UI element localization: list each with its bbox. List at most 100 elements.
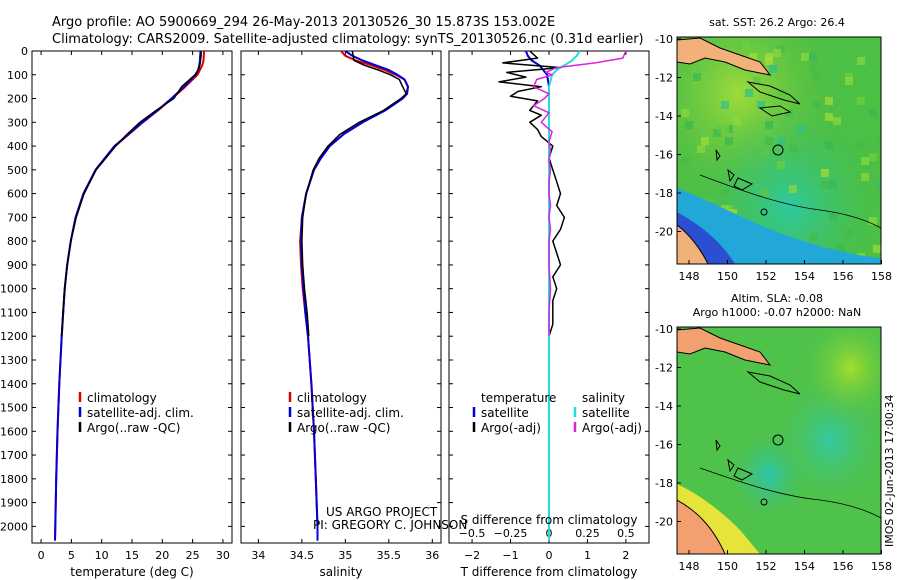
depth-tick-label: 600 (7, 188, 28, 201)
depth-tick-label: 1700 (0, 449, 28, 462)
x-tick-label: 20 (155, 549, 169, 562)
figure-title-line1: Argo profile: AO 5900669_294 26-May-2013… (52, 15, 555, 30)
sla-map-title2: Argo h1000: -0.07 h2000: NaN (693, 306, 862, 319)
sst-map-frame (676, 36, 882, 265)
series-line-argo-raw-qc- (301, 50, 407, 337)
depth-tick-label: 200 (7, 93, 28, 106)
depth-tick-label: 900 (7, 259, 28, 272)
map-lat-tick-label: -14 (655, 110, 673, 123)
map-lat-tick-label: -10 (655, 33, 673, 46)
series-line-climatology (54, 50, 206, 541)
map-lat-tick-label: -10 (655, 323, 673, 336)
legend-entry: satellite (582, 406, 630, 420)
map-lon-tick-label: 150 (717, 270, 738, 283)
series-line-satellite-adj-clim- (54, 50, 202, 541)
depth-tick-label: 1200 (0, 330, 28, 343)
credit-line2: PI: GREGORY C. JOHNSON (313, 518, 467, 532)
sla-land-png (677, 327, 772, 366)
depth-tick-label: 1400 (0, 378, 28, 391)
depth-tick-label: 1300 (0, 354, 28, 367)
x-tick-label: 30 (216, 549, 230, 562)
sst-deep-water (677, 188, 881, 264)
legend-entry: Argo(-adj) (582, 421, 642, 435)
series-line-s-satellite (548, 50, 581, 541)
depth-tick-label: 400 (7, 140, 28, 153)
legend-entry: climatology (297, 391, 367, 405)
x-tick-label: 15 (125, 549, 139, 562)
legend-title-salinity: salinity (582, 391, 625, 405)
map-lon-tick-label: 152 (756, 560, 777, 573)
x-tick-label: 35 (338, 549, 352, 562)
temperature-xlabel: temperature (deg C) (70, 565, 193, 579)
depth-tick-label: 1800 (0, 473, 28, 486)
map-lat-tick-label: -16 (655, 439, 673, 452)
salinity-xlabel: salinity (319, 565, 362, 579)
s-axis-tick-label: 0.25 (575, 527, 600, 540)
map-lat-tick-label: -20 (655, 516, 673, 529)
x-tick-label: 10 (95, 549, 109, 562)
depth-tick-label: 1900 (0, 497, 28, 510)
depth-tick-label: 1500 (0, 402, 28, 415)
map-lon-tick-label: 158 (871, 560, 892, 573)
map-lon-tick-label: 154 (794, 270, 815, 283)
sla-map: Altim. SLA: -0.08 Argo h1000: -0.07 h200… (655, 292, 896, 573)
map-lat-tick-label: -12 (655, 362, 673, 375)
imos-timestamp: IMOS 02-Jun-2013 17:00:34 (883, 394, 896, 547)
map-lon-tick-label: 158 (871, 270, 892, 283)
map-lon-tick-label: 148 (679, 270, 700, 283)
salinity-panel: 34 34.5 35 35.5 36 salinity climatologysatel… (240, 50, 467, 579)
map-lat-tick-label: -12 (655, 72, 673, 85)
depth-tick-label: 800 (7, 235, 28, 248)
map-lat-tick-label: -18 (655, 187, 673, 200)
sst-land-png (677, 37, 772, 76)
map-lon-tick-label: 148 (679, 560, 700, 573)
depth-tick-label: 100 (7, 69, 28, 82)
map-lon-tick-label: 156 (833, 270, 854, 283)
s-axis-tick-label: −0.25 (494, 527, 528, 540)
legend-entry: Argo(-adj) (481, 421, 541, 435)
sst-land (677, 224, 709, 264)
map-lon-tick-label: 156 (833, 560, 854, 573)
s-axis-tick-label: 0.5 (617, 527, 635, 540)
map-lon-tick-label: 154 (794, 560, 815, 573)
s-difference-label: S difference from climatology (461, 513, 638, 527)
series-line-s-argo-adj- (532, 50, 627, 337)
sla-map-frame (676, 326, 882, 555)
figure-title-line2: Climatology: CARS2009. Satellite-adjuste… (52, 32, 644, 47)
temperature-panel: 0 5 10 15 20 25 30 010020030040050060070080090… (0, 45, 649, 579)
x-tick-label: 5 (68, 549, 75, 562)
legend-entry: satellite-adj. clim. (297, 406, 404, 420)
depth-tick-label: 0 (21, 45, 28, 58)
map-lat-tick-label: -16 (655, 149, 673, 162)
x-tick-label: −1 (502, 549, 518, 562)
x-tick-label: 25 (186, 549, 200, 562)
depth-tick-label: 1600 (0, 425, 28, 438)
x-tick-label: 35.5 (377, 549, 402, 562)
sst-map-title: sat. SST: 26.2 Argo: 26.4 (709, 16, 845, 29)
legend-entry: satellite (481, 406, 529, 420)
depth-tick-label: 700 (7, 211, 28, 224)
map-lat-tick-label: -18 (655, 477, 673, 490)
depth-tick-label: 1000 (0, 283, 28, 296)
legend-entry: Argo(..raw -QC) (87, 421, 180, 435)
map-lat-tick-label: -14 (655, 400, 673, 413)
credit-line1: US ARGO PROJECT (326, 505, 438, 519)
series-line-argo-raw-qc- (60, 51, 202, 337)
t-difference-xlabel: T difference from climatology (460, 565, 638, 579)
series-line-satellite-adj-clim- (300, 50, 409, 541)
x-tick-label: 0 (546, 549, 553, 562)
legend-title-temperature: temperature (481, 391, 556, 405)
x-tick-label: 36 (425, 549, 439, 562)
legend-entry: Argo(..raw -QC) (297, 421, 390, 435)
x-tick-label: 34.5 (290, 549, 315, 562)
depth-tick-label: 2000 (0, 520, 28, 533)
depth-tick-label: 1100 (0, 306, 28, 319)
legend-entry: climatology (87, 391, 157, 405)
depth-tick-label: 500 (7, 164, 28, 177)
map-lon-tick-label: 152 (756, 270, 777, 283)
series-line-t-argo-adj- (498, 50, 566, 337)
x-tick-label: 0 (38, 549, 45, 562)
sst-map: sat. SST: 26.2 Argo: 26.4 148 150 152 154 15… (655, 16, 892, 283)
x-tick-label: 1 (584, 549, 591, 562)
